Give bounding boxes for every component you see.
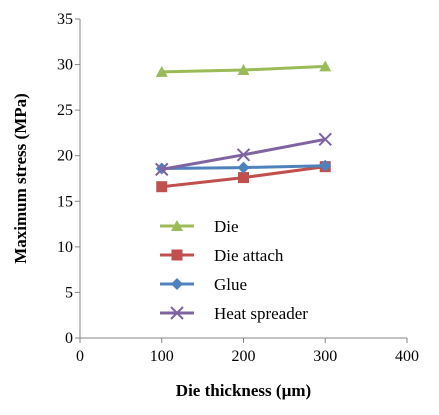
y-axis-title: Maximum stress (MPa) [11,93,30,264]
x-tick-label: 0 [76,348,84,365]
legend-label: Die [214,217,239,236]
legend-label: Glue [214,275,247,294]
legend: Die Die attach Glue Heat spreader [160,217,308,323]
legend-marker [171,220,183,231]
x-axis-ticks: 0 100 200 300 400 [76,338,419,365]
legend-marker [170,306,184,320]
series-layer [155,60,332,193]
legend-marker [171,249,183,261]
legend-marker [171,278,183,290]
x-tick-label: 300 [313,348,337,365]
y-tick-label: 35 [57,11,73,28]
y-tick-label: 10 [57,239,73,256]
data-point-die-attach [156,181,168,193]
y-tick-label: 0 [65,330,73,347]
data-point-die-attach [238,172,249,184]
x-axis-title: Die thickness (µm) [176,381,311,400]
y-tick-label: 15 [57,193,73,210]
series-die [155,60,332,77]
legend-item-die: Die [160,217,239,236]
x-tick-label: 200 [232,348,256,365]
y-tick-label: 30 [57,57,73,74]
data-point-heat-spreader [236,148,251,162]
legend-item-glue: Glue [160,275,247,294]
x-tick-label: 400 [395,348,419,365]
legend-label: Heat spreader [214,304,308,323]
y-tick-label: 25 [57,102,73,119]
x-tick-label: 100 [150,348,174,365]
series-heat-spreader [155,132,332,177]
y-axis-ticks: 0 5 10 15 20 25 30 35 [57,11,80,347]
data-point-glue [237,161,250,174]
legend-label: Die attach [214,246,284,265]
data-point-glue [319,159,332,172]
data-point-heat-spreader [155,162,169,177]
legend-item-die-attach: Die attach [160,246,284,265]
y-tick-label: 5 [65,284,73,301]
y-tick-label: 20 [57,148,73,165]
data-point-die [319,60,332,72]
data-point-die [237,64,250,76]
data-point-heat-spreader [318,132,332,147]
legend-item-heat-spreader: Heat spreader [160,304,308,323]
data-point-die [155,65,168,77]
